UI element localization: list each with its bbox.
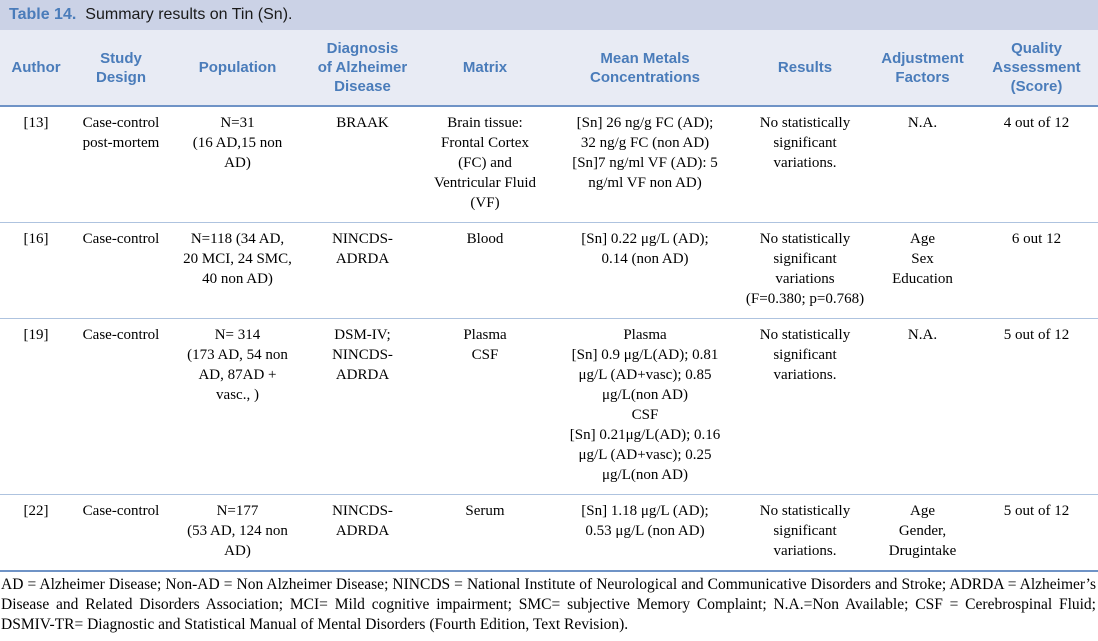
summary-table: Author Study Design Population Diagnosis of… [0, 30, 1098, 572]
column-header-population: Population [170, 30, 305, 107]
cell-population: N=31 (16 AD,15 non AD) [170, 106, 305, 223]
cell-study_design: Case-control [72, 494, 170, 572]
column-header-concentrations: Mean Metals Concentrations [550, 30, 740, 107]
table-row: [16] Case-control N=118 (34 AD, 20 MCI, 24… [0, 222, 1098, 319]
column-header-matrix: Matrix [420, 30, 550, 107]
cell-study_design: Case-control post-mortem [72, 106, 170, 223]
column-header-study_design: Study Design [72, 30, 170, 107]
cell-concentrations: [Sn] 0.22 μg/L (AD); 0.14 (non AD) [550, 222, 740, 319]
cell-matrix: Plasma CSF [420, 318, 550, 495]
cell-results: No statistically significant variations … [740, 222, 870, 319]
cell-concentrations: [Sn] 26 ng/g FC (AD); 32 ng/g FC (non AD… [550, 106, 740, 223]
cell-study_design: Case-control [72, 318, 170, 495]
table-row: [22] Case-control N=177 (53 AD, 124 non AD… [0, 494, 1098, 572]
column-header-adjustment: Adjustment Factors [870, 30, 975, 107]
cell-results: No statistically significant variations. [740, 106, 870, 223]
cell-author: [19] [0, 318, 72, 495]
cell-author: [16] [0, 222, 72, 319]
cell-population: N=177 (53 AD, 124 non AD) [170, 494, 305, 572]
column-header-diagnosis: Diagnosis of Alzheimer Disease [305, 30, 420, 107]
cell-adjustment: N.A. [870, 106, 975, 223]
cell-diagnosis: BRAAK [305, 106, 420, 223]
cell-quality: 5 out of 12 [975, 494, 1098, 572]
cell-study_design: Case-control [72, 222, 170, 319]
column-header-results: Results [740, 30, 870, 107]
cell-author: [13] [0, 106, 72, 223]
table-number-label: Table 14. [9, 6, 77, 23]
cell-concentrations: Plasma [Sn] 0.9 μg/L(AD); 0.81 μg/L (AD+… [550, 318, 740, 495]
cell-matrix: Brain tissue: Frontal Cortex (FC) and Ve… [420, 106, 550, 223]
cell-adjustment: Age Gender, Drugintake [870, 494, 975, 572]
cell-author: [22] [0, 494, 72, 572]
cell-quality: 5 out of 12 [975, 318, 1098, 495]
cell-adjustment: N.A. [870, 318, 975, 495]
cell-population: N=118 (34 AD, 20 MCI, 24 SMC, 40 non AD) [170, 222, 305, 319]
table-caption: Summary results on Tin (Sn). [85, 6, 293, 23]
column-header-author: Author [0, 30, 72, 107]
cell-diagnosis: NINCDS- ADRDA [305, 222, 420, 319]
cell-adjustment: Age Sex Education [870, 222, 975, 319]
cell-diagnosis: DSM-IV; NINCDS- ADRDA [305, 318, 420, 495]
table-row: [19] Case-control N= 314 (173 AD, 54 non A… [0, 318, 1098, 495]
cell-quality: 4 out of 12 [975, 106, 1098, 223]
table-body: [13] Case-control post-mortem N=31 (16 AD,… [0, 106, 1098, 572]
table-footnote: AD = Alzheimer Disease; Non-AD = Non Alz… [1, 576, 1096, 633]
column-header-quality: Quality Assessment (Score) [975, 30, 1098, 107]
cell-results: No statistically significant variations. [740, 318, 870, 495]
cell-concentrations: [Sn] 1.18 μg/L (AD); 0.53 μg/L (non AD) [550, 494, 740, 572]
table-header: Author Study Design Population Diagnosis of… [0, 30, 1098, 107]
cell-matrix: Blood [420, 222, 550, 319]
table-header-row: Author Study Design Population Diagnosis of… [0, 30, 1098, 107]
cell-results: No statistically significant variations. [740, 494, 870, 572]
cell-matrix: Serum [420, 494, 550, 572]
cell-population: N= 314 (173 AD, 54 non AD, 87AD + vasc.,… [170, 318, 305, 495]
table-title-bar: Table 14. Summary results on Tin (Sn). [0, 0, 1098, 30]
cell-diagnosis: NINCDS- ADRDA [305, 494, 420, 572]
table-row: [13] Case-control post-mortem N=31 (16 AD,… [0, 106, 1098, 223]
cell-quality: 6 out 12 [975, 222, 1098, 319]
